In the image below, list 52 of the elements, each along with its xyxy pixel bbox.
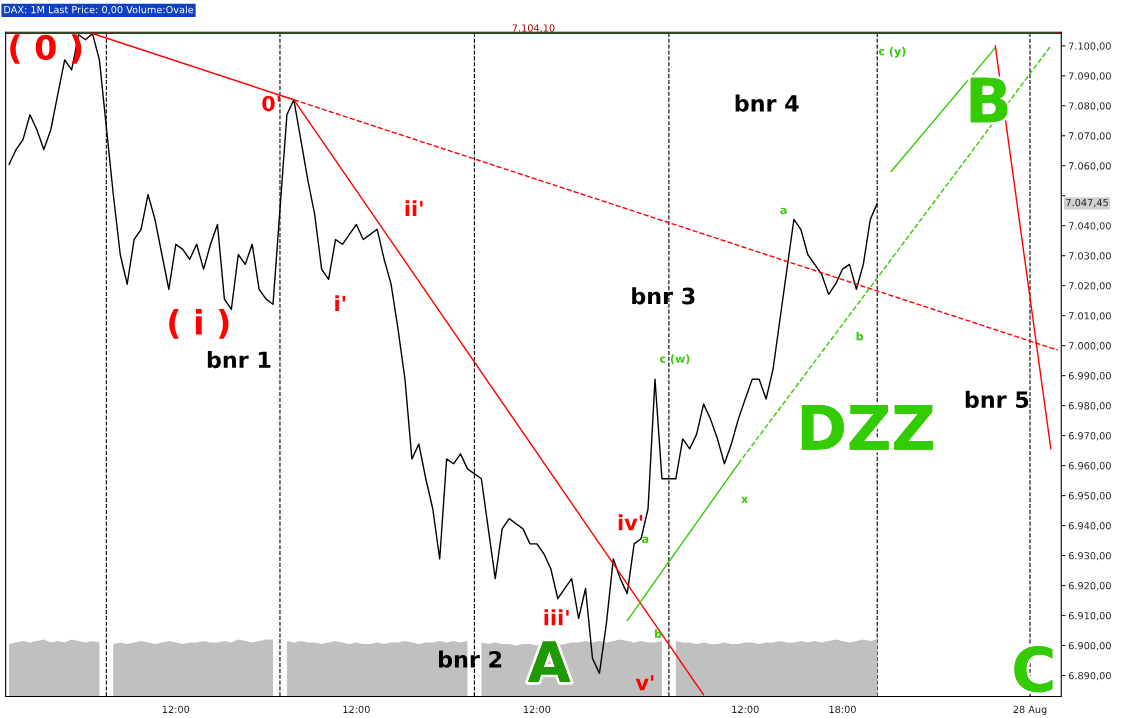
ref-line-label: 7.104,10 bbox=[512, 24, 555, 33]
y-tick-label: 7.090,00 bbox=[1069, 72, 1111, 81]
y-tick-label: 7.070,00 bbox=[1069, 132, 1111, 141]
annotation: bnr 2 bbox=[439, 650, 502, 668]
y-tick-label: 7.100,00 bbox=[1069, 42, 1111, 51]
x-tick-label: 12:00 bbox=[732, 705, 759, 714]
y-tick-label: 7.060,00 bbox=[1069, 162, 1111, 171]
annotation: c (y) bbox=[878, 46, 906, 58]
annotation: iv' bbox=[618, 514, 643, 531]
y-tick-label: 6.920,00 bbox=[1068, 582, 1111, 591]
y-tick-label: 7.010,00 bbox=[1069, 312, 1111, 321]
text: 7.047,45 bbox=[1066, 198, 1108, 208]
x-tick-label: 12:00 bbox=[343, 705, 370, 714]
annotation: v' bbox=[635, 675, 654, 691]
y-tick-label: 6.990,00 bbox=[1068, 372, 1111, 381]
y-tick-label: 6.950,00 bbox=[1068, 492, 1111, 501]
x-tick-label: 28 Aug bbox=[1013, 705, 1047, 715]
y-tick-label: 6.970,00 bbox=[1068, 432, 1111, 441]
annotation: c (w) bbox=[659, 354, 690, 365]
annotation: bnr 3 bbox=[632, 287, 695, 305]
annotation: a bbox=[780, 207, 787, 215]
y-tick-label: 6.940,00 bbox=[1068, 522, 1111, 531]
y-tick-label: 6.910,00 bbox=[1068, 611, 1111, 621]
x-tick-label: 12:00 bbox=[523, 705, 551, 714]
annotation: 0' bbox=[262, 95, 281, 112]
y-tick-label: 6.900,00 bbox=[1068, 641, 1111, 651]
y-tick-label: 6.890,00 bbox=[1068, 671, 1111, 681]
y-tick-label: 6.930,00 bbox=[1068, 552, 1111, 561]
annotation: DZZ bbox=[801, 405, 933, 450]
y-tick-label: 6.960,00 bbox=[1068, 462, 1111, 471]
y-tick-label: 7.030,00 bbox=[1069, 252, 1111, 261]
chart-title: DAX: 1M Last Price: 0,00 Volume:Ovale bbox=[4, 5, 194, 15]
annotation: b bbox=[654, 629, 662, 638]
annotation: ( i ) bbox=[169, 309, 229, 339]
x-tick-label: 12:00 bbox=[162, 705, 190, 714]
annotation: C bbox=[1014, 646, 1053, 693]
annotation: x bbox=[741, 496, 748, 503]
y-tick-label: 7.000,00 bbox=[1069, 342, 1111, 351]
annotation: i' bbox=[335, 295, 346, 312]
y-tick-label: 7.020,00 bbox=[1069, 282, 1111, 291]
annotation: b bbox=[856, 331, 864, 341]
y-tick-label: 7.040,00 bbox=[1069, 222, 1111, 231]
annotation: bnr 4 bbox=[735, 94, 799, 112]
annotation: bnr 5 bbox=[965, 390, 1029, 409]
annotation: ii' bbox=[405, 200, 423, 217]
y-tick-label: 7.080,00 bbox=[1069, 102, 1111, 111]
annotation: a bbox=[642, 536, 649, 543]
x-tick-label: 18:00 bbox=[829, 705, 856, 714]
y-tick-label: 6.980,00 bbox=[1068, 402, 1111, 411]
annotation: bnr 1 bbox=[207, 350, 271, 369]
annotation: iii' bbox=[544, 609, 569, 626]
annotation: A bbox=[528, 641, 571, 682]
